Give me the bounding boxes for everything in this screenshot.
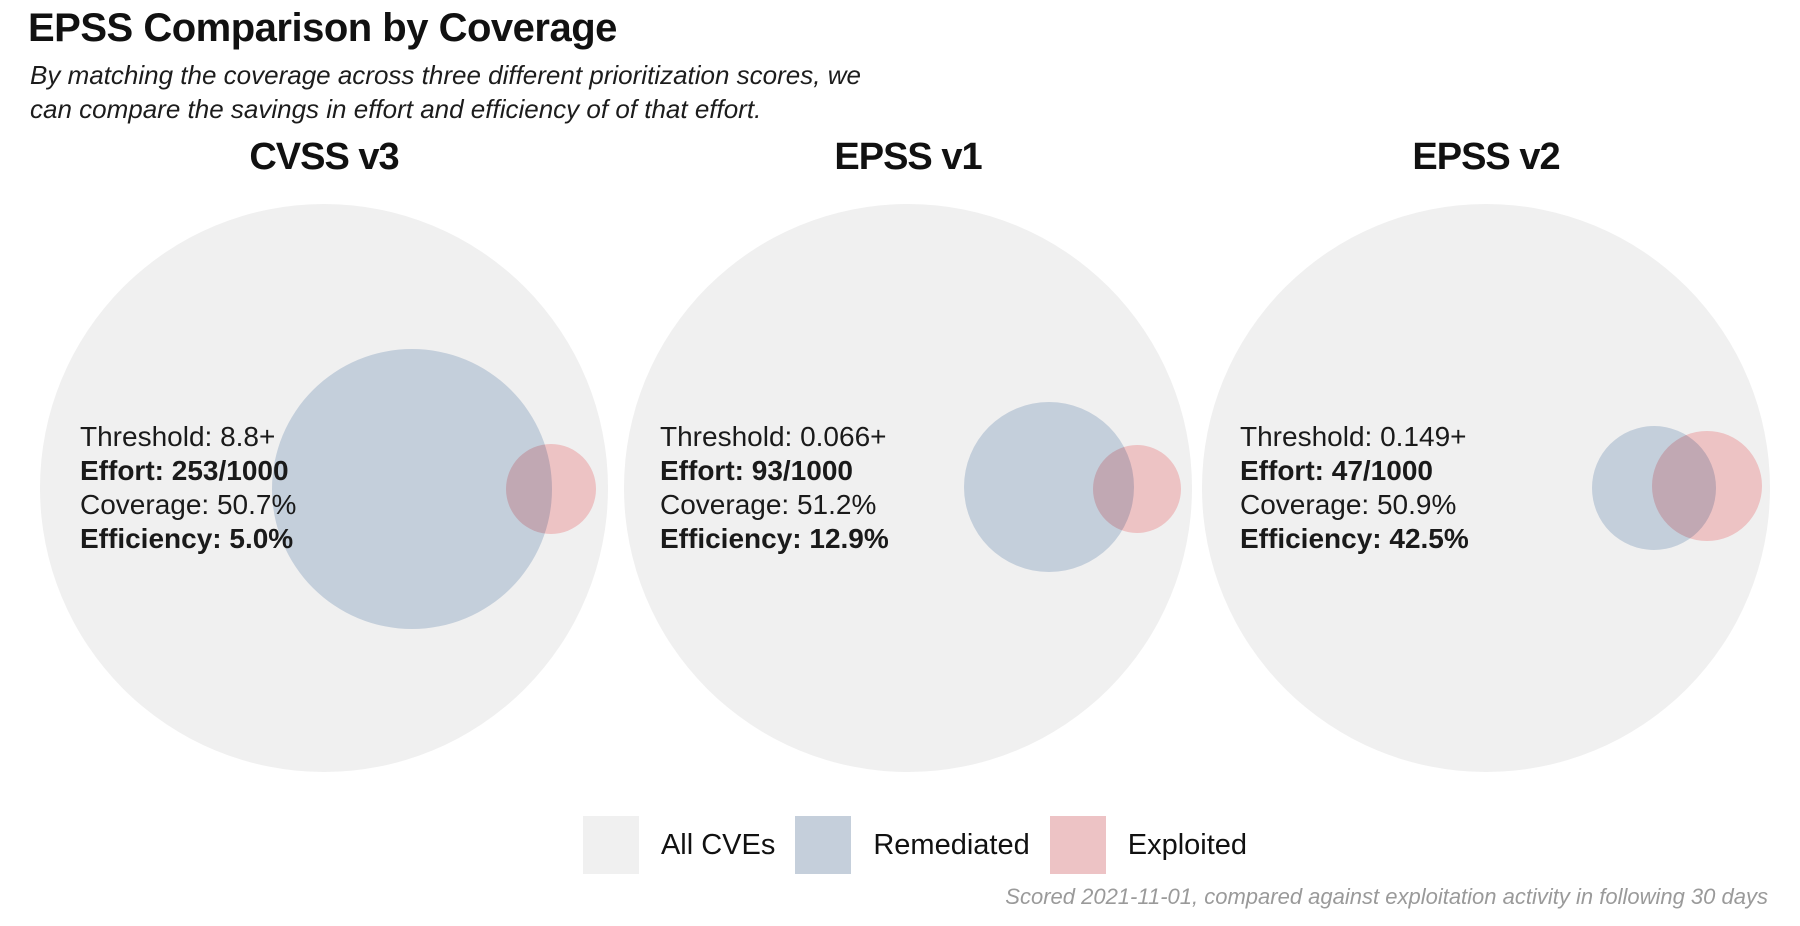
page-title: EPSS Comparison by Coverage	[28, 6, 617, 50]
threshold-value: Threshold: 8.8+	[80, 421, 276, 452]
legend-item-exploited: Exploited	[1049, 816, 1248, 874]
remediated-swatch	[795, 816, 852, 874]
panel-title-epss-v1: EPSS v1	[834, 136, 982, 178]
stats-block-epss-v1: Threshold: 0.066+ Effort: 93/1000 Covera…	[660, 420, 889, 556]
stats-block-epss-v2: Threshold: 0.149+ Effort: 47/1000 Covera…	[1240, 420, 1469, 556]
legend-item-all-cves: All CVEs	[582, 816, 776, 874]
efficiency-value: Efficiency: 42.5%	[1240, 523, 1469, 554]
effort-value: Effort: 93/1000	[660, 455, 853, 486]
remediated-circle	[272, 349, 552, 629]
legend-label: All CVEs	[660, 828, 776, 861]
legend-label: Exploited	[1127, 828, 1248, 861]
all-cves-swatch	[582, 816, 639, 874]
subtitle-line-1: By matching the coverage across three di…	[30, 60, 861, 90]
efficiency-value: Efficiency: 12.9%	[660, 523, 889, 554]
coverage-value: Coverage: 50.9%	[1240, 489, 1457, 520]
subtitle-line-2: can compare the savings in effort and ef…	[30, 94, 762, 124]
effort-value: Effort: 47/1000	[1240, 455, 1433, 486]
stats-block-cvss-v3: Threshold: 8.8+ Effort: 253/1000 Coverag…	[80, 420, 296, 556]
legend-label: Remediated	[873, 828, 1030, 861]
footnote: Scored 2021-11-01, compared against expl…	[1005, 884, 1768, 909]
effort-value: Effort: 253/1000	[80, 455, 289, 486]
exploited-swatch	[1049, 816, 1106, 874]
coverage-value: Coverage: 50.7%	[80, 489, 297, 520]
legend-item-remediated: Remediated	[795, 816, 1030, 874]
threshold-value: Threshold: 0.066+	[660, 421, 887, 452]
legend: All CVEs Remediated Exploited	[15, 816, 1800, 874]
chart-subtitle: By matching the coverage across three di…	[30, 58, 861, 126]
panel-title-epss-v2: EPSS v2	[1412, 136, 1560, 178]
exploited-circle	[506, 444, 596, 534]
threshold-value: Threshold: 0.149+	[1240, 421, 1467, 452]
efficiency-value: Efficiency: 5.0%	[80, 523, 294, 554]
coverage-value: Coverage: 51.2%	[660, 489, 877, 520]
exploited-circle	[1093, 445, 1181, 533]
panel-title-cvss-v3: CVSS v3	[249, 136, 399, 178]
exploited-circle	[1652, 431, 1762, 541]
